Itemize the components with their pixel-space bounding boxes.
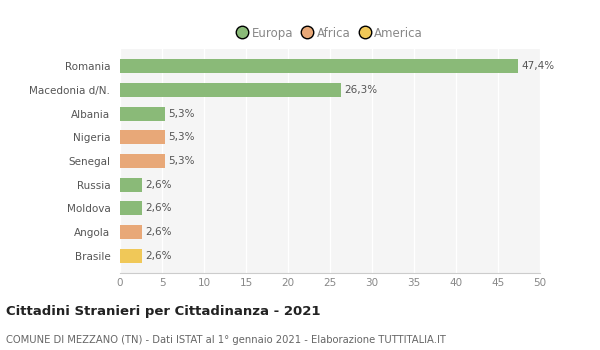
Text: 2,6%: 2,6% [145, 180, 172, 190]
Bar [120, 248, 142, 263]
Legend: Europa, Africa, America: Europa, Africa, America [234, 23, 426, 44]
Text: 2,6%: 2,6% [145, 203, 172, 214]
Bar [120, 106, 164, 121]
Text: 26,3%: 26,3% [344, 85, 377, 95]
Text: 5,3%: 5,3% [168, 156, 194, 166]
Bar [120, 83, 341, 97]
Bar [120, 201, 142, 216]
Bar [120, 130, 164, 145]
Text: COMUNE DI MEZZANO (TN) - Dati ISTAT al 1° gennaio 2021 - Elaborazione TUTTITALIA: COMUNE DI MEZZANO (TN) - Dati ISTAT al 1… [6, 335, 446, 345]
Bar [120, 154, 164, 168]
Bar [120, 59, 518, 74]
Text: 47,4%: 47,4% [521, 61, 554, 71]
Bar [120, 177, 142, 192]
Text: 2,6%: 2,6% [145, 227, 172, 237]
Text: Cittadini Stranieri per Cittadinanza - 2021: Cittadini Stranieri per Cittadinanza - 2… [6, 305, 320, 318]
Bar [120, 225, 142, 239]
Text: 2,6%: 2,6% [145, 251, 172, 261]
Text: 5,3%: 5,3% [168, 108, 194, 119]
Text: 5,3%: 5,3% [168, 132, 194, 142]
